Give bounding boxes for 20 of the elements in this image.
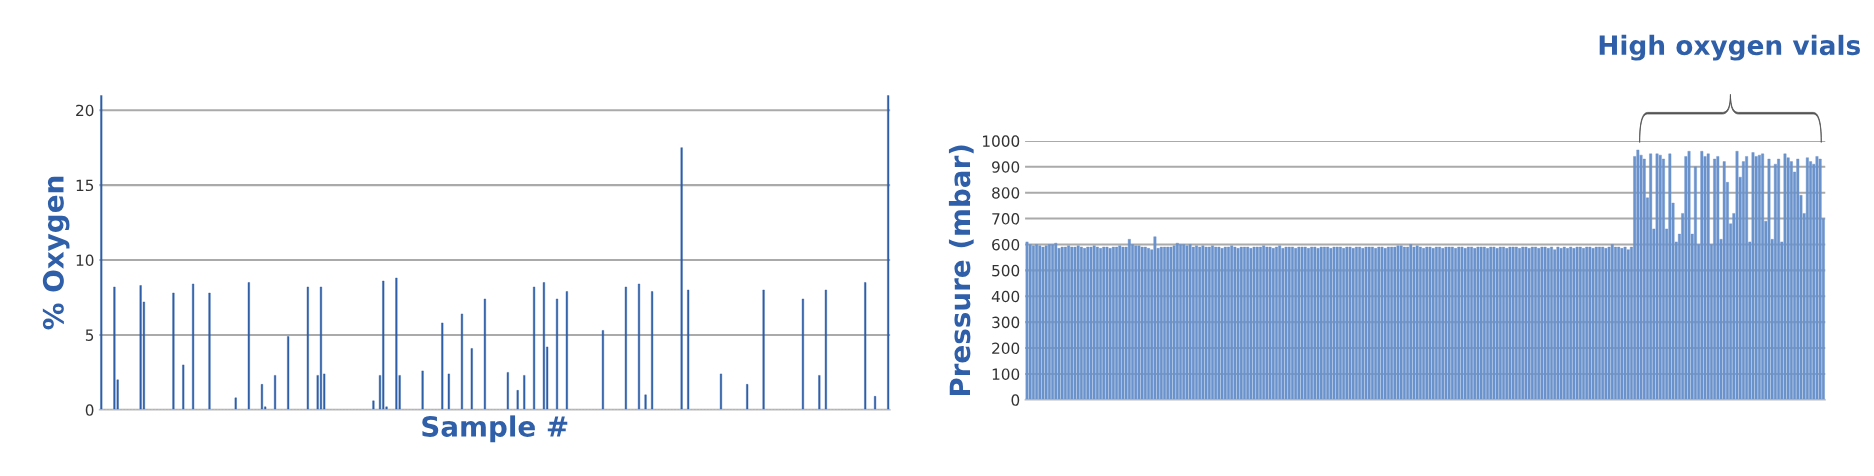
y-tick-label: 20	[76, 104, 94, 117]
y-tick-label: 0	[1011, 394, 1020, 406]
y-axis-title: % Oxygen	[42, 176, 70, 330]
y-tick-label: 300	[992, 316, 1020, 329]
y-tick-label: 500	[992, 264, 1020, 277]
y-tick-label: 10	[76, 254, 94, 267]
y-tick-label: 600	[992, 238, 1020, 251]
y-tick-label: 5	[85, 329, 94, 341]
y-tick-label: 0	[85, 404, 94, 416]
y-axis-title: Pressure (mbar)	[948, 145, 974, 396]
y-tick-label: 700	[992, 213, 1020, 225]
y-tick-label: 15	[76, 179, 94, 192]
y-tick-label: 800	[992, 187, 1020, 199]
y-tick-label: 100	[992, 368, 1020, 380]
y-tick-label: 200	[992, 342, 1020, 355]
y-tick-label: 900	[992, 161, 1020, 173]
x-axis-title: Sample #	[422, 415, 568, 443]
y-tick-label: 400	[991, 290, 1020, 303]
y-tick-label: 1000	[983, 135, 1020, 147]
text: High oxygen vials	[1599, 34, 1860, 61]
